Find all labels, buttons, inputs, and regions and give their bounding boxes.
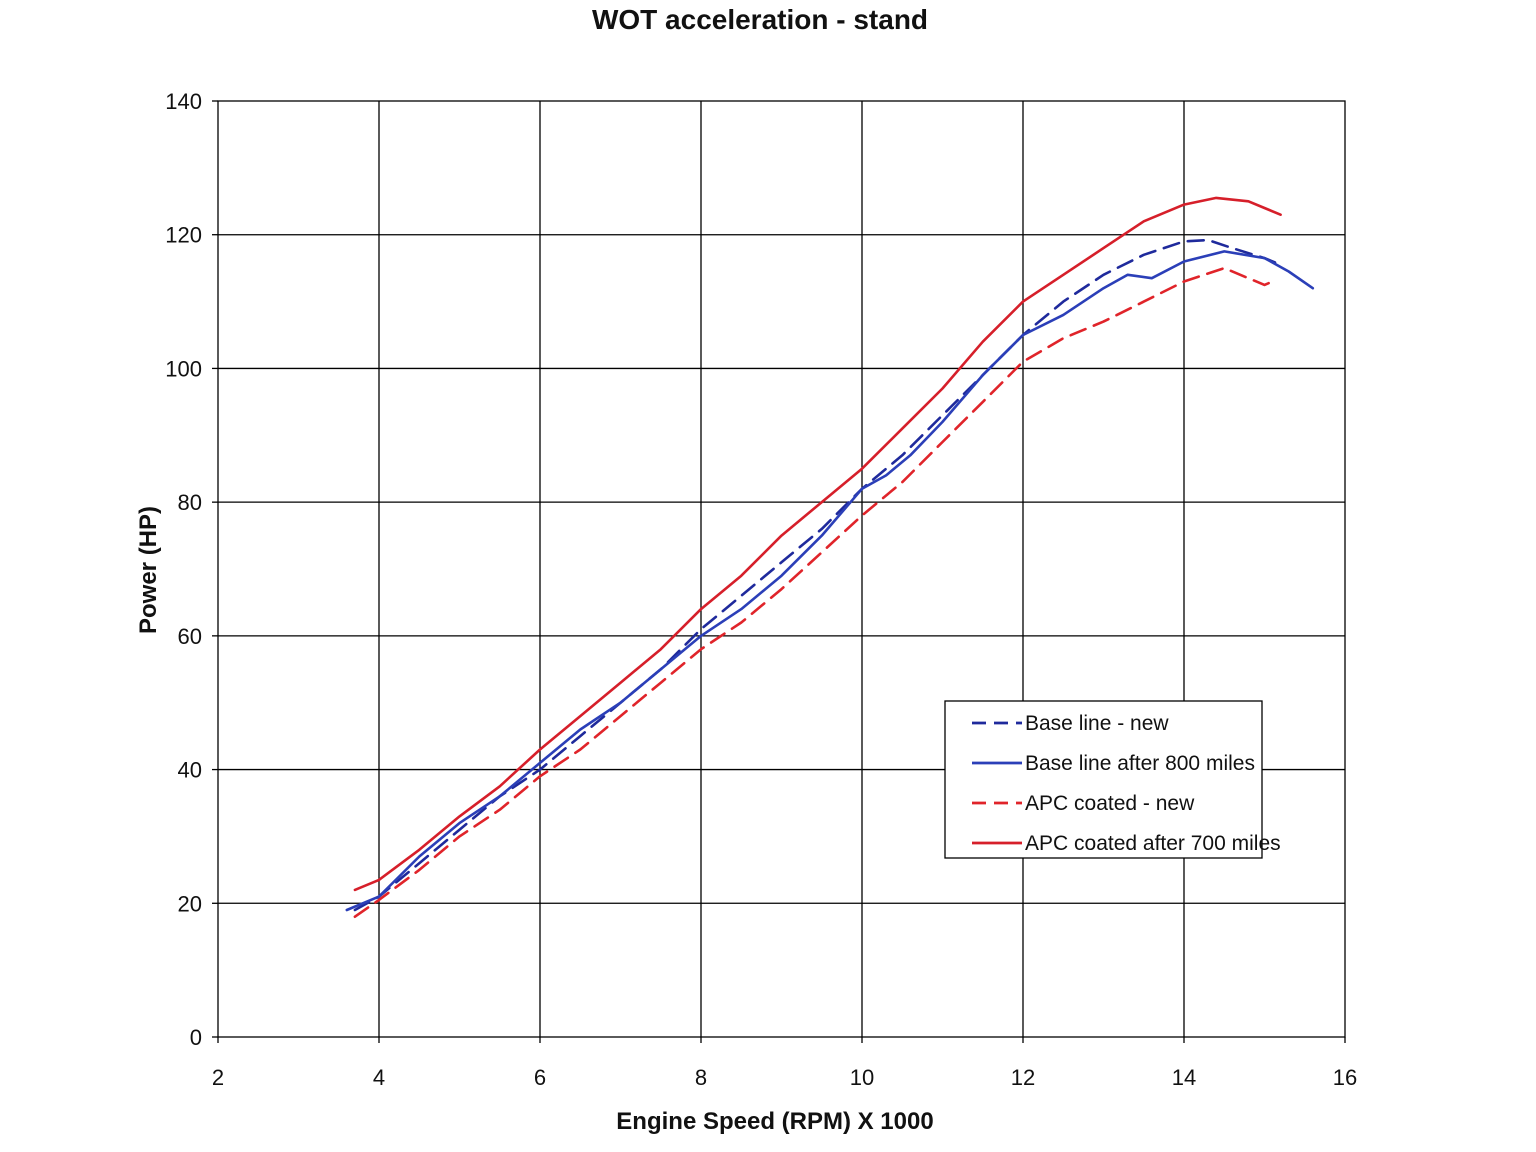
- plot-frame: [217, 100, 1346, 1038]
- series-line-4: [353, 196, 1282, 892]
- series-line-2: [345, 250, 1315, 912]
- legend: Base line - new Base line after 800 miles…: [944, 700, 1281, 859]
- x-tick-label: 6: [534, 1065, 546, 1090]
- x-tick-label: 14: [1172, 1065, 1196, 1090]
- chart-title: WOT acceleration - stand: [592, 4, 928, 35]
- y-tick-label: 40: [178, 758, 202, 783]
- y-tick-label: 100: [165, 356, 202, 381]
- x-tick-label: 2: [212, 1065, 224, 1090]
- x-tick-label: 10: [850, 1065, 874, 1090]
- y-axis-title: Power (HP): [135, 506, 162, 634]
- series-layer: [345, 196, 1315, 918]
- x-tick-label: 4: [373, 1065, 385, 1090]
- legend-label: APC coated - new: [1025, 792, 1195, 815]
- series-line-1: [353, 238, 1282, 912]
- x-tick-label: 8: [695, 1065, 707, 1090]
- y-tick-label: 60: [178, 624, 202, 649]
- legend-label: Base line after 800 miles: [1025, 752, 1255, 775]
- y-tick-label: 120: [165, 223, 202, 248]
- legend-label: Base line - new: [1025, 712, 1169, 735]
- tick-labels: 2 4 6 8 10 12 14 16 0 20 40 60 80 100 120 140: [165, 89, 1357, 1090]
- y-tick-label: 0: [190, 1025, 202, 1050]
- x-tick-label: 12: [1011, 1065, 1035, 1090]
- grid: [212, 100, 1346, 1043]
- legend-label: APC coated after 700 miles: [1025, 832, 1281, 855]
- legend-box: [944, 700, 1263, 859]
- y-tick-label: 80: [178, 490, 202, 515]
- y-tick-label: 140: [165, 89, 202, 114]
- x-axis-title: Engine Speed (RPM) X 1000: [616, 1108, 933, 1135]
- y-tick-label: 20: [178, 891, 202, 916]
- x-tick-label: 16: [1333, 1065, 1357, 1090]
- series-line-3: [353, 266, 1274, 918]
